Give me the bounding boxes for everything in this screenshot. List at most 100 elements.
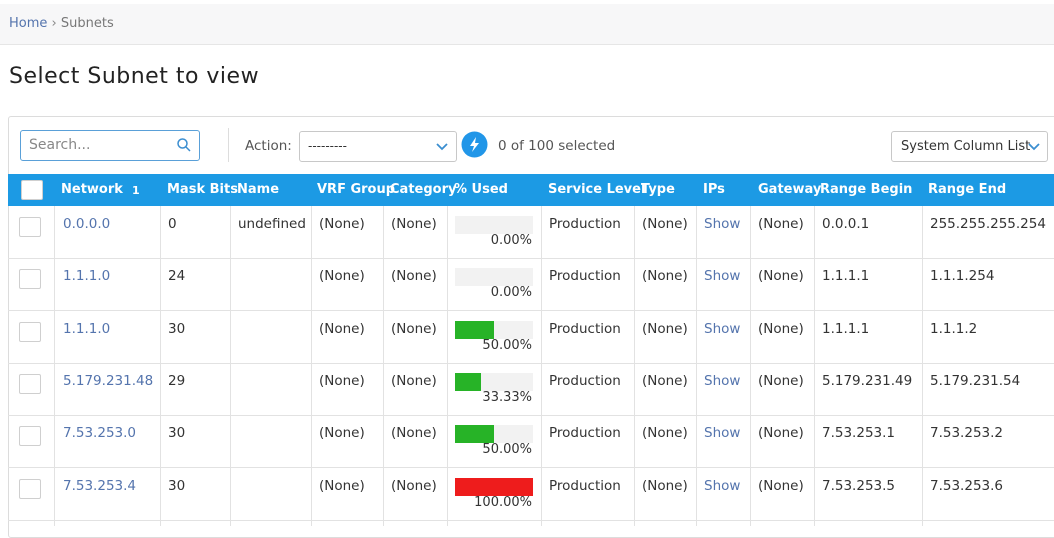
ips-cell[interactable]: Show bbox=[704, 216, 741, 232]
category-cell: (None) bbox=[391, 425, 437, 441]
gateway-cell: (None) bbox=[758, 373, 804, 389]
column-header[interactable]: IPs bbox=[703, 182, 725, 197]
row-divider bbox=[8, 363, 1054, 364]
gateway-cell: (None) bbox=[758, 478, 804, 494]
range-end-cell: 255.255.255.254 bbox=[930, 216, 1046, 232]
vrf-group-cell: (None) bbox=[319, 478, 365, 494]
ips-cell[interactable]: Show bbox=[704, 268, 741, 284]
row-divider bbox=[8, 310, 1054, 311]
column-header[interactable]: Gateway bbox=[758, 182, 822, 197]
table-header bbox=[8, 174, 1054, 206]
type-cell: (None) bbox=[642, 373, 688, 389]
action-select[interactable]: --------- bbox=[299, 131, 457, 162]
category-cell: (None) bbox=[391, 478, 437, 494]
run-action-button[interactable] bbox=[461, 131, 488, 158]
row-divider bbox=[8, 467, 1054, 468]
ips-cell[interactable]: Show bbox=[704, 478, 741, 494]
usage-label: 0.00% bbox=[490, 285, 532, 300]
row-checkbox[interactable] bbox=[19, 374, 41, 394]
range-end-cell: 5.179.231.54 bbox=[930, 373, 1021, 389]
sort-indicator: 1 bbox=[132, 184, 140, 197]
column-header[interactable]: VRF Group bbox=[317, 182, 396, 197]
range-begin-cell: 5.179.231.49 bbox=[822, 373, 913, 389]
select-all-checkbox[interactable] bbox=[21, 180, 43, 200]
column-divider bbox=[160, 206, 161, 526]
usage-label: 50.00% bbox=[482, 442, 532, 457]
breadcrumb-home[interactable]: Home bbox=[9, 16, 48, 31]
column-divider bbox=[383, 206, 384, 526]
breadcrumb-current: Subnets bbox=[60, 16, 114, 31]
column-divider bbox=[814, 206, 815, 526]
network-cell[interactable]: 1.1.1.0 bbox=[63, 268, 111, 284]
gateway-cell: (None) bbox=[758, 268, 804, 284]
network-cell[interactable]: 0.0.0.0 bbox=[63, 216, 111, 232]
ips-cell[interactable]: Show bbox=[704, 321, 741, 337]
category-cell: (None) bbox=[391, 216, 437, 232]
category-cell: (None) bbox=[391, 373, 437, 389]
column-header[interactable]: Range Begin bbox=[820, 182, 913, 197]
column-divider bbox=[922, 206, 923, 526]
vrf-group-cell: (None) bbox=[319, 373, 365, 389]
vrf-group-cell: (None) bbox=[319, 216, 365, 232]
row-checkbox[interactable] bbox=[19, 426, 41, 446]
usage-track bbox=[455, 216, 533, 234]
dropdown-arrow bbox=[436, 143, 448, 151]
mask-bits-cell: 24 bbox=[168, 268, 186, 284]
column-header[interactable]: Name bbox=[237, 182, 280, 197]
column-header[interactable]: % Used bbox=[454, 182, 508, 197]
usage-label: 100.00% bbox=[474, 495, 532, 510]
usage-bar bbox=[455, 373, 481, 391]
column-divider bbox=[311, 206, 312, 526]
name-cell: undefined bbox=[238, 216, 306, 232]
column-divider bbox=[447, 206, 448, 526]
row-checkbox[interactable] bbox=[19, 269, 41, 289]
gateway-cell: (None) bbox=[758, 321, 804, 337]
mask-bits-cell: 30 bbox=[168, 425, 186, 441]
usage-label: 0.00% bbox=[490, 233, 532, 248]
usage-track bbox=[455, 268, 533, 286]
row-checkbox[interactable] bbox=[19, 479, 41, 499]
network-cell[interactable]: 7.53.253.4 bbox=[63, 478, 136, 494]
range-begin-cell: 0.0.0.1 bbox=[822, 216, 870, 232]
range-end-cell: 7.53.253.6 bbox=[930, 478, 1003, 494]
vrf-group-cell: (None) bbox=[319, 425, 365, 441]
mask-bits-cell: 29 bbox=[168, 373, 186, 389]
selection-count: 0 of 100 selected bbox=[498, 138, 616, 154]
column-header[interactable]: Service Level bbox=[548, 182, 646, 197]
row-checkbox[interactable] bbox=[19, 322, 41, 342]
network-cell[interactable]: 5.179.231.48 bbox=[63, 373, 154, 389]
ips-cell[interactable]: Show bbox=[704, 373, 741, 389]
category-cell: (None) bbox=[391, 321, 437, 337]
usage-bar bbox=[455, 478, 533, 496]
column-divider bbox=[750, 206, 751, 526]
column-header[interactable]: Network bbox=[61, 182, 123, 197]
column-divider bbox=[634, 206, 635, 526]
range-begin-cell: 1.1.1.1 bbox=[822, 268, 870, 284]
network-cell[interactable]: 1.1.1.0 bbox=[63, 321, 111, 337]
column-header[interactable]: Category bbox=[390, 182, 457, 197]
mask-bits-cell: 0 bbox=[168, 216, 177, 232]
service-level-cell: Production bbox=[549, 268, 621, 284]
network-cell[interactable]: 7.53.253.0 bbox=[63, 425, 136, 441]
column-list-button[interactable]: System Column List bbox=[891, 131, 1048, 162]
vrf-group-cell: (None) bbox=[319, 268, 365, 284]
usage-bar bbox=[455, 425, 494, 443]
gateway-cell: (None) bbox=[758, 216, 804, 232]
action-label: Action: bbox=[245, 138, 292, 154]
usage-label: 33.33% bbox=[482, 390, 532, 405]
column-header[interactable]: Type bbox=[641, 182, 675, 197]
search-input[interactable]: Search... bbox=[20, 130, 200, 161]
page: {"breadcrumb":{"home":"Home","separator"… bbox=[0, 16, 1054, 538]
row-checkbox[interactable] bbox=[19, 217, 41, 237]
row-divider bbox=[8, 520, 1054, 521]
range-end-cell: 1.1.1.2 bbox=[930, 321, 978, 337]
type-cell: (None) bbox=[642, 425, 688, 441]
ips-cell[interactable]: Show bbox=[704, 425, 741, 441]
range-begin-cell: 7.53.253.5 bbox=[822, 478, 895, 494]
service-level-cell: Production bbox=[549, 321, 621, 337]
column-header[interactable]: Mask Bits bbox=[167, 182, 238, 197]
search-placeholder: Search... bbox=[29, 137, 91, 153]
gateway-cell: (None) bbox=[758, 425, 804, 441]
column-header[interactable]: Range End bbox=[928, 182, 1007, 197]
range-end-cell: 7.53.253.2 bbox=[930, 425, 1003, 441]
